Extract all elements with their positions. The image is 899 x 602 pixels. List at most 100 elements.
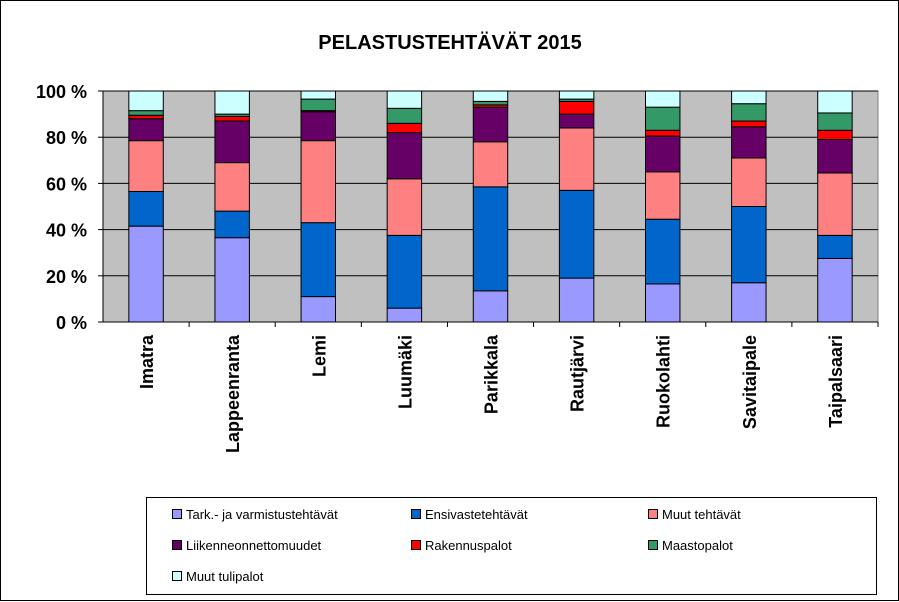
x-category-label: Luumäki (395, 335, 415, 409)
bar-segment (472, 106, 509, 143)
y-tick-label: 80 % (46, 128, 87, 148)
bar-segment (645, 135, 681, 173)
bar-segment (817, 172, 853, 236)
bar-segment (300, 111, 336, 142)
bar-segment (731, 90, 767, 105)
x-category-label: Imatra (137, 334, 157, 389)
legend-item: Tark.- ja varmistustehtävät (172, 506, 338, 522)
bar-segment (558, 90, 595, 100)
bar-segment (731, 103, 767, 122)
bar-segment (817, 257, 853, 323)
bar-segment (386, 178, 423, 236)
bar-segment (300, 296, 336, 323)
bar-segment (731, 120, 767, 128)
legend-swatch (648, 540, 658, 550)
legend-label: Maastopalot (662, 537, 733, 553)
bar-segment (300, 222, 336, 298)
x-category-label: Rautjärvi (568, 335, 588, 412)
bar-segment (386, 107, 423, 124)
legend-swatch (172, 509, 182, 519)
bar-segment (386, 122, 423, 134)
y-tick-label: 40 % (46, 221, 87, 241)
bar-segment (817, 90, 853, 114)
y-tick-label: 100 % (36, 82, 87, 102)
x-category-label: Taipalsaari (826, 335, 846, 428)
bar-segment (645, 171, 681, 220)
bar-segment (214, 210, 250, 239)
y-tick-label: 60 % (46, 174, 87, 194)
y-tick-label: 20 % (46, 267, 87, 287)
legend-label: Tark.- ja varmistustehtävät (186, 506, 338, 522)
x-category-label: Ruokolahti (654, 335, 674, 428)
x-category-label: Parikkala (482, 334, 502, 414)
bar-segment (558, 277, 595, 323)
bar-segment (472, 141, 509, 188)
legend-swatch (411, 509, 421, 519)
legend-swatch (172, 571, 182, 581)
bar-segment (300, 98, 336, 112)
bar-segment (386, 132, 423, 180)
legend-item: Liikenneonnettomuudet (172, 537, 321, 553)
bar-segment (386, 234, 423, 309)
legend-swatch (172, 540, 182, 550)
bar-segment (128, 110, 164, 116)
bar-segment (214, 237, 250, 323)
bar-segment (558, 189, 595, 279)
legend-item: Rakennuspalot (411, 537, 512, 553)
y-tick-label: 0 % (56, 313, 87, 333)
bar-segment (300, 140, 336, 224)
legend-item: Muut tulipalot (172, 568, 263, 584)
bar-segment (128, 140, 164, 192)
legend-item: Muut tehtävät (648, 506, 741, 522)
legend-label: Liikenneonnettomuudet (186, 537, 322, 553)
legend-label: Muut tulipalot (186, 568, 264, 584)
bar-segment (128, 225, 164, 323)
legend-item: Ensivastetehtävät (411, 506, 528, 522)
bar-segment (645, 90, 681, 108)
bar-segment (558, 100, 595, 115)
bar-segment (817, 234, 853, 259)
bar-segment (731, 126, 767, 159)
bar-segment (214, 162, 250, 212)
chart-title: PELASTUSTEHTÄVÄT 2015 (318, 31, 581, 54)
bar-segment (386, 90, 423, 109)
bar-segment (472, 290, 509, 323)
legend: Tark.- ja varmistustehtävät Ensivasteteht… (146, 497, 877, 595)
legend-item: Maastopalot (648, 537, 733, 553)
bar-segment (731, 282, 767, 323)
bar-segment (558, 113, 595, 129)
x-category-label: Savitaipale (740, 335, 760, 429)
plot-area: 0 % 20 % 40 % 60 % 80 % 100 % Imatra Lappeenran… (36, 82, 879, 453)
bar-segment (472, 100, 509, 106)
bar-segment (731, 206, 767, 284)
bar-segment (817, 112, 853, 131)
bar-segment (645, 129, 681, 137)
bar-segment (300, 90, 336, 100)
bar-segment (214, 115, 250, 122)
x-category-label: Lemi (309, 335, 329, 377)
legend-label: Rakennuspalot (425, 537, 512, 553)
bar-segment (817, 139, 853, 174)
bar-segment (214, 120, 250, 164)
legend-label: Ensivastetehtävät (425, 506, 528, 522)
bar-segment (645, 218, 681, 285)
bar-segment (386, 307, 423, 323)
legend-swatch (411, 540, 421, 550)
bar-segment (645, 283, 681, 323)
bar-segment (472, 90, 509, 102)
bar-segment (472, 186, 509, 292)
bar-segment (731, 157, 767, 208)
bar-segment (128, 190, 164, 227)
bar-segment (645, 106, 681, 131)
bar-segment (558, 127, 595, 191)
bar-segment (214, 90, 250, 115)
bar-segment (128, 90, 164, 112)
legend-swatch (648, 509, 658, 519)
bar-segment (817, 129, 853, 141)
legend-label: Muut tehtävät (662, 506, 741, 522)
x-category-label: Lappeenranta (223, 334, 243, 453)
bar-segment (128, 118, 164, 142)
bar-segment (128, 114, 164, 120)
